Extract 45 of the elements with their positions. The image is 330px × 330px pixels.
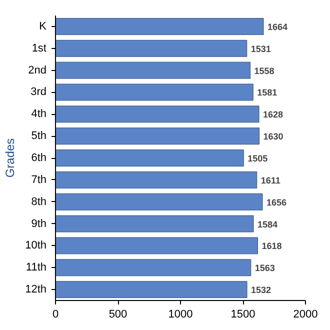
x-tick-label: 2000 [293,308,318,320]
y-tick-label: 6th [31,152,47,164]
data-label: 1611 [260,175,280,186]
data-label: 1581 [257,88,278,98]
data-label: 1628 [263,110,284,120]
bar [56,106,260,123]
data-label: 1618 [262,241,282,252]
bar [56,84,254,101]
data-label: 1656 [266,197,287,208]
x-tick-label: 0 [52,308,59,320]
data-label: 1664 [268,22,288,32]
data-label: 1505 [248,154,268,164]
y-tick-label: 5th [31,130,47,142]
data-label: 1532 [251,285,272,296]
y-tick-label: 12th [25,284,47,296]
bar [56,62,250,79]
data-label: 1630 [263,132,284,142]
bar [56,128,260,145]
y-tick-label: 8th [31,196,47,208]
data-label: 1531 [250,44,271,54]
x-tick-label: 500 [108,308,128,320]
y-tick-label: 11th [26,262,46,274]
y-tick-label: 3rd [30,86,47,98]
data-label: 1563 [254,263,275,274]
data-label: 1584 [258,219,278,230]
y-tick-label: 9th [31,218,47,230]
bar [56,193,263,210]
y-tick-label: 7th [31,174,47,186]
bar [56,281,248,298]
x-tick-label: 1000 [168,308,193,320]
bar [56,215,254,232]
bar [56,237,258,254]
y-tick-label: 10th [25,240,47,252]
x-tick-label: 1500 [230,308,256,320]
y-axis-title: Grades [3,138,18,178]
bar [56,40,248,57]
bar [56,18,264,35]
y-tick-label: 4th [31,108,47,120]
y-tick-label: K [39,20,48,32]
y-tick-label: 1st [32,42,47,54]
y-tick-label: 2nd [28,64,47,76]
bar [56,171,258,188]
bar [56,150,244,166]
data-label: 1558 [254,66,274,76]
bar [56,259,252,276]
